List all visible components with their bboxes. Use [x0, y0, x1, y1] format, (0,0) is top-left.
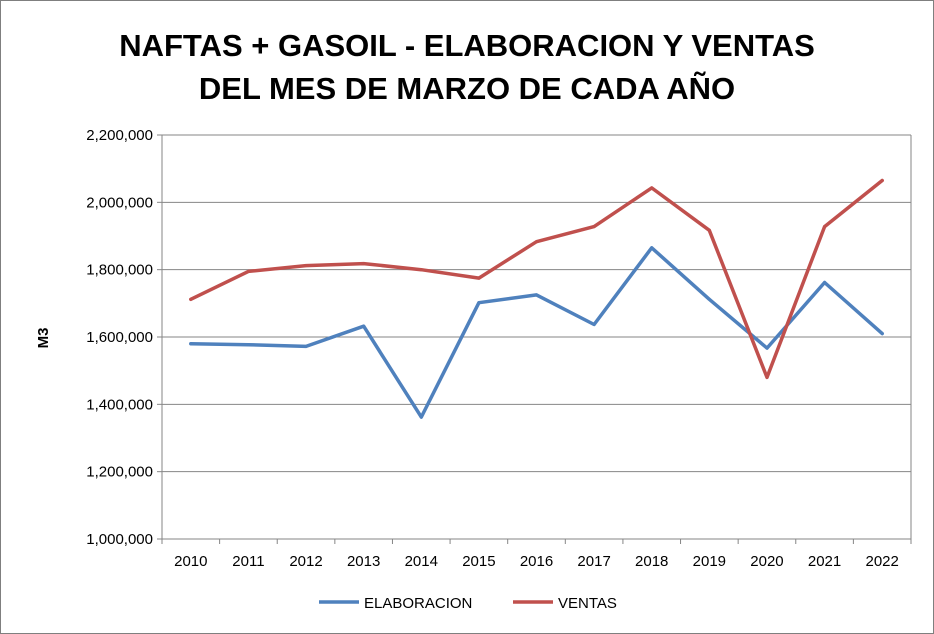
data-point-ventas: [650, 186, 654, 190]
data-point-ventas: [362, 262, 366, 266]
data-point-elaboracion: [246, 343, 250, 347]
y-axis-label: M3: [35, 328, 52, 349]
series-line-ventas: [189, 178, 884, 380]
chart-title-line-2: DEL MES DE MARZO DE CADA AÑO: [199, 71, 735, 106]
data-point-elaboracion: [304, 344, 308, 348]
x-tick-label: 2018: [635, 553, 668, 570]
y-tick-label: 2,000,000: [86, 194, 153, 211]
x-tick-label: 2013: [347, 553, 380, 570]
data-point-elaboracion: [189, 342, 193, 346]
data-point-elaboracion: [823, 280, 827, 284]
x-tick-label: 2011: [232, 553, 264, 570]
data-point-ventas: [535, 240, 538, 244]
data-point-elaboracion: [362, 324, 366, 328]
data-point-elaboracion: [419, 415, 423, 419]
data-point-ventas: [823, 225, 827, 229]
x-tick-label: 2019: [693, 553, 726, 570]
y-tick-label: 1,400,000: [86, 396, 153, 413]
x-tick-label: 2022: [866, 553, 899, 570]
x-tick-label: 2017: [577, 553, 610, 570]
data-point-elaboracion: [765, 346, 769, 350]
chart-title: NAFTAS + GASOIL - ELABORACION Y VENTAS D…: [119, 28, 815, 106]
x-tick-label: 2015: [462, 553, 495, 570]
chart-title-line-1: NAFTAS + GASOIL - ELABORACION Y VENTAS: [119, 28, 815, 63]
data-point-ventas: [246, 269, 250, 273]
legend-label-elaboracion: ELABORACION: [364, 595, 472, 612]
x-tick-label: 2021: [808, 553, 841, 570]
y-tick-label: 1,200,000: [86, 464, 153, 481]
data-point-ventas: [707, 228, 711, 232]
series-lines: [189, 178, 884, 419]
data-point-ventas: [419, 268, 423, 272]
legend-label-ventas: VENTAS: [558, 595, 617, 612]
y-tick-label: 1,600,000: [86, 329, 153, 346]
data-point-ventas: [765, 375, 769, 379]
data-point-ventas: [189, 297, 193, 301]
x-tick-label: 2012: [289, 553, 322, 570]
data-point-ventas: [304, 264, 308, 268]
series-line-elaboracion: [189, 246, 884, 419]
y-tick-label: 1,000,000: [86, 531, 153, 548]
data-point-elaboracion: [535, 293, 538, 297]
y-tick-label: 1,800,000: [86, 262, 153, 279]
data-point-ventas: [477, 276, 481, 280]
legend: ELABORACION VENTAS: [319, 595, 617, 612]
axes: 1,000,000 1,200,000 1,400,000 1,600,000 1,80…: [86, 127, 912, 570]
x-tick-label: 2020: [750, 553, 783, 570]
gridlines: [162, 134, 911, 540]
data-point-elaboracion: [592, 323, 596, 327]
data-point-ventas: [880, 178, 884, 182]
y-tick-label: 2,200,000: [86, 127, 153, 144]
data-point-elaboracion: [477, 301, 481, 305]
data-point-elaboracion: [707, 297, 711, 301]
x-tick-label: 2010: [174, 553, 207, 570]
data-point-elaboracion: [880, 332, 884, 336]
x-tick-label: 2016: [520, 553, 553, 570]
data-point-ventas: [592, 225, 596, 229]
data-point-elaboracion: [650, 246, 654, 250]
x-tick-label: 2014: [405, 553, 438, 570]
